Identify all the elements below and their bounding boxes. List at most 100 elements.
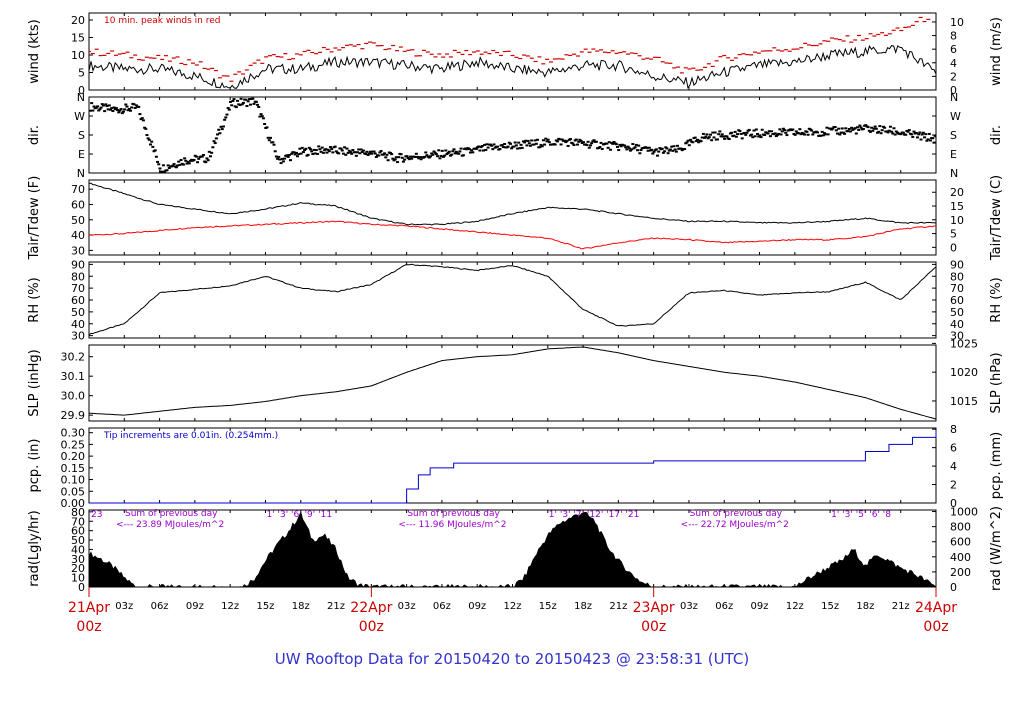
direction-point <box>667 149 671 152</box>
direction-point <box>181 163 185 166</box>
direction-point <box>525 144 529 147</box>
direction-point <box>165 169 169 172</box>
direction-point <box>779 133 783 136</box>
direction-point <box>846 130 850 133</box>
direction-point <box>887 129 891 132</box>
direction-point <box>448 154 452 157</box>
direction-point <box>101 104 105 107</box>
direction-point <box>386 159 390 162</box>
direction-point <box>637 144 641 147</box>
temperature-y-tick-right-label: 15 <box>950 200 964 213</box>
direction-point <box>443 154 447 157</box>
direction-point <box>125 105 129 108</box>
direction-point <box>317 145 321 148</box>
direction-point <box>121 110 125 113</box>
direction-point <box>721 135 725 138</box>
direction-point <box>850 126 854 129</box>
direction-point <box>703 136 707 139</box>
direction-point <box>428 155 432 158</box>
direction-point <box>132 103 136 106</box>
direction-point <box>638 152 642 155</box>
direction-point <box>510 147 514 150</box>
direction-point <box>630 148 634 151</box>
direction-point <box>848 130 852 133</box>
direction-point <box>260 115 264 118</box>
wind-y-tick-label: 20 <box>71 14 85 27</box>
direction-point <box>912 130 916 133</box>
direction-point <box>914 132 918 135</box>
direction-point <box>419 158 423 161</box>
direction-point <box>333 145 337 148</box>
direction-point <box>143 126 147 129</box>
precipitation-y-tick-label: 0.10 <box>61 474 86 487</box>
direction-point <box>840 127 844 130</box>
direction-point <box>534 142 538 145</box>
direction-point <box>459 147 463 150</box>
direction-point <box>484 148 488 151</box>
direction-point <box>477 145 481 148</box>
direction-point <box>478 149 482 152</box>
direction-point <box>571 142 575 145</box>
direction-point <box>586 140 590 143</box>
direction-point <box>283 157 287 160</box>
direction-point <box>760 128 764 131</box>
direction-point <box>433 151 437 154</box>
direction-point <box>803 133 807 136</box>
radiation-y-tick-label: 0 <box>78 581 85 594</box>
direction-point <box>184 159 188 162</box>
direction-point <box>588 144 592 147</box>
direction-point <box>384 156 388 159</box>
direction-point <box>430 152 434 155</box>
direction-point <box>347 149 351 152</box>
direction-point <box>579 139 583 142</box>
direction-point <box>116 109 120 112</box>
direction-point <box>450 153 454 156</box>
direction-point <box>763 133 767 136</box>
direction-point <box>424 151 428 154</box>
footer-title: UW Rooftop Data for 20150420 to 20150423… <box>275 650 749 668</box>
x-tick-label: 12z <box>504 601 522 612</box>
direction-point <box>205 157 209 160</box>
direction-point <box>856 126 860 129</box>
direction-point <box>437 149 441 152</box>
x-tick-label: 09z <box>468 601 486 612</box>
direction-point <box>358 152 362 155</box>
direction-point <box>892 127 896 130</box>
wind-y-tick-right-label: 4 <box>950 57 957 70</box>
direction-point <box>348 151 352 154</box>
direction-point <box>747 128 751 131</box>
direction-point <box>224 116 228 119</box>
direction-point <box>608 148 612 151</box>
direction-point <box>927 132 931 135</box>
direction-point <box>857 128 861 131</box>
direction-point <box>148 143 152 146</box>
direction-point <box>716 138 720 141</box>
direction-point <box>413 156 417 159</box>
direction-point <box>645 146 649 149</box>
temperature-y-tick-label: 40 <box>71 229 85 242</box>
direction-point <box>556 140 560 143</box>
direction-point <box>781 127 785 130</box>
direction-point <box>474 147 478 150</box>
wind-y-tick-label: 5 <box>78 67 85 80</box>
humidity-y-tick-label: 40 <box>71 318 85 331</box>
direction-point <box>214 137 218 140</box>
direction-point <box>819 134 823 137</box>
direction-point <box>533 139 537 142</box>
direction-point <box>324 148 328 151</box>
direction-point <box>96 105 100 108</box>
direction-point <box>919 138 923 141</box>
direction-point <box>491 148 495 151</box>
direction-point <box>697 141 701 144</box>
rad-annotation-hours: 1' '3' '7' '12' '17' '21 <box>549 510 640 520</box>
direction-point <box>230 104 234 107</box>
direction-point <box>585 144 589 147</box>
direction-point <box>518 147 522 150</box>
direction-point <box>178 163 182 166</box>
direction-point <box>114 107 118 110</box>
direction-point <box>773 132 777 135</box>
direction-point <box>816 131 820 134</box>
direction-point <box>512 145 516 148</box>
